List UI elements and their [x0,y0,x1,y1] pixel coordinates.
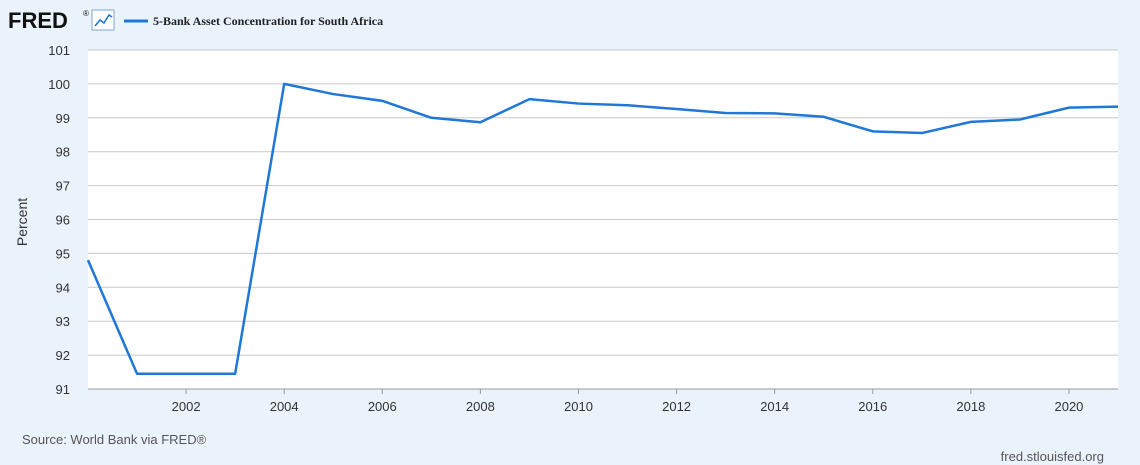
data-point[interactable] [625,102,631,108]
fred-logo[interactable]: FRED [8,8,68,33]
y-tick-label: 101 [48,43,70,58]
data-point[interactable] [1017,116,1023,122]
y-tick-label: 95 [56,246,70,261]
y-tick-label: 100 [48,77,70,92]
data-point[interactable] [428,115,434,121]
y-axis-label: Percent [14,198,30,246]
y-tick-label: 99 [56,111,70,126]
data-point[interactable] [232,371,238,377]
y-tick-label: 97 [56,179,70,194]
series-line[interactable] [86,82,1119,375]
data-point[interactable] [379,98,385,104]
x-tick-label: 2014 [760,399,789,414]
x-tick-label: 2002 [172,399,201,414]
y-tick-label: 93 [56,314,70,329]
line-chart-icon [91,9,115,31]
y-tick-label: 94 [56,280,70,295]
y-tick-label: 92 [56,348,70,363]
data-point[interactable] [134,371,140,377]
x-tick-label: 2020 [1054,399,1083,414]
data-point[interactable] [575,101,581,107]
data-point[interactable] [85,257,91,263]
data-point[interactable] [674,106,680,112]
legend-label: 5-Bank Asset Concentration for South Afr… [153,14,383,28]
x-tick-label: 2016 [858,399,887,414]
registered-mark: ® [83,9,89,18]
series-group [85,81,1121,377]
data-point[interactable] [477,119,483,125]
data-point[interactable] [821,114,827,120]
y-axis: 91 92 93 94 95 96 97 98 99 100 101 [48,43,70,397]
y-tick-label: 96 [56,213,70,228]
x-tick-label: 2012 [662,399,691,414]
data-point[interactable] [968,119,974,125]
data-point[interactable] [919,130,925,136]
y-tick-label: 91 [56,382,70,397]
y-tick-label: 98 [56,145,70,160]
x-tick-label: 2004 [270,399,299,414]
site-url[interactable]: fred.stlouisfed.org [1001,449,1104,464]
data-point[interactable] [526,96,532,102]
data-point[interactable] [772,110,778,116]
data-point[interactable] [281,81,287,87]
data-point[interactable] [330,91,336,97]
legend: 5-Bank Asset Concentration for South Afr… [124,14,383,28]
data-point[interactable] [183,371,189,377]
data-point[interactable] [870,128,876,134]
x-tick-label: 2010 [564,399,593,414]
x-tick-label: 2008 [466,399,495,414]
x-tick-label: 2006 [368,399,397,414]
x-axis: 2002 2004 2006 2008 2010 2012 2014 2016 2018 2020 [88,388,1118,414]
data-point[interactable] [723,110,729,116]
x-tick-label: 2018 [956,399,985,414]
source-note: Source: World Bank via FRED® [22,432,207,447]
data-point[interactable] [1115,104,1121,110]
data-point[interactable] [1066,105,1072,111]
